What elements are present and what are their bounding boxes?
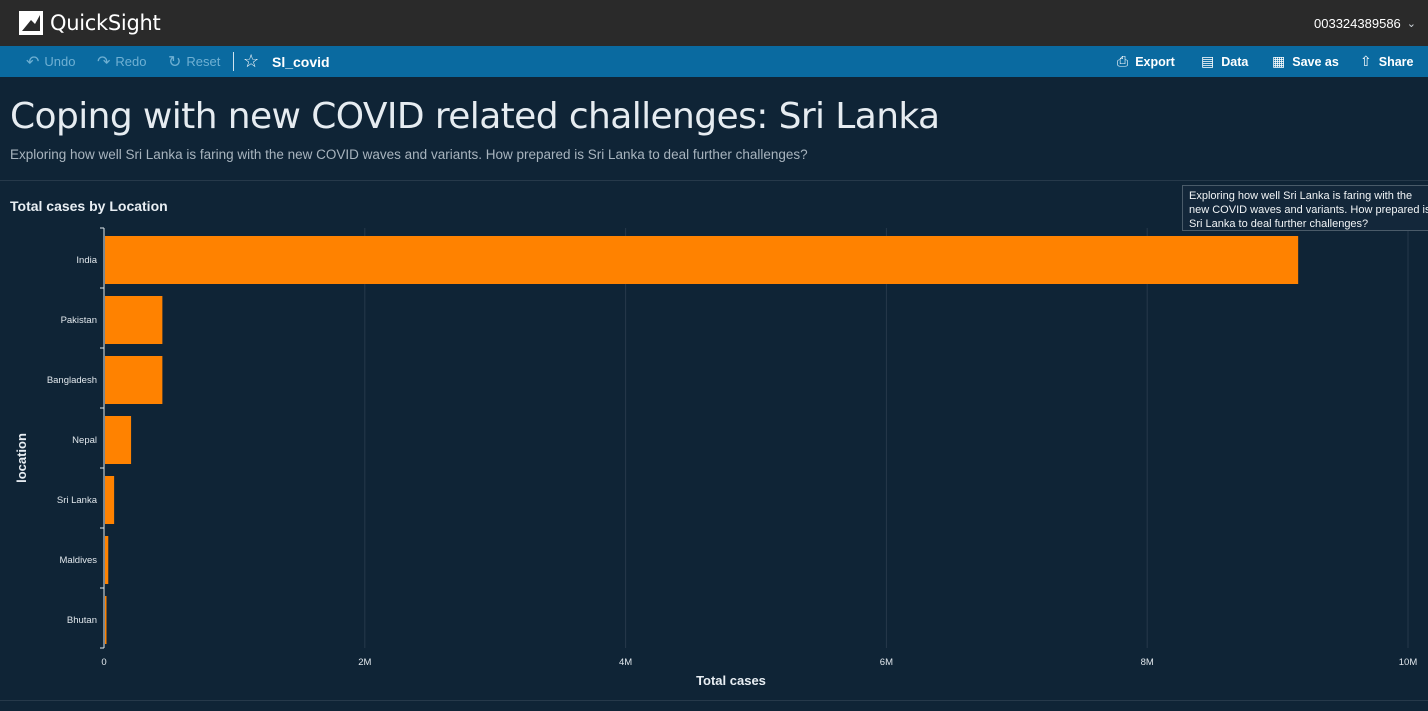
- undo-label: Undo: [44, 54, 76, 69]
- bar-nepal[interactable]: [105, 416, 132, 464]
- y-category-label: Nepal: [72, 435, 97, 446]
- gridlines: [364, 228, 1409, 648]
- redo-icon: ↷: [97, 53, 111, 71]
- app-header: QuickSight 003324389586 ⌄: [0, 0, 1428, 46]
- save-as-label: Save as: [1292, 54, 1339, 69]
- undo-button[interactable]: ↶ Undo: [26, 46, 75, 77]
- reset-icon: ↻: [168, 53, 182, 71]
- y-category-label: Bhutan: [67, 615, 97, 626]
- quicksight-logo[interactable]: QuickSight: [19, 11, 161, 35]
- x-tick-label: 6M: [880, 657, 893, 668]
- y-category-label: Bangladesh: [47, 375, 97, 386]
- toolbar-divider: [233, 52, 234, 71]
- export-button[interactable]: ⎙ Export: [1117, 46, 1175, 77]
- share-label: Share: [1378, 54, 1414, 69]
- y-category-label: India: [76, 255, 97, 266]
- sheet-description: Exploring how well Sri Lanka is faring w…: [10, 147, 808, 162]
- reset-label: Reset: [186, 54, 221, 69]
- save-as-button[interactable]: ▦ Save as: [1272, 46, 1339, 77]
- chevron-down-icon: ⌄: [1406, 17, 1416, 30]
- bar-bhutan[interactable]: [105, 596, 107, 644]
- redo-label: Redo: [115, 54, 147, 69]
- app-name: QuickSight: [50, 11, 161, 35]
- bar-bangladesh[interactable]: [105, 356, 163, 404]
- x-tick-label: 2M: [358, 657, 371, 668]
- x-tick-label: 4M: [619, 657, 632, 668]
- printer-icon: ⎙: [1117, 53, 1129, 69]
- undo-icon: ↶: [26, 53, 40, 71]
- bar-chart-icon: ▦: [1272, 53, 1286, 69]
- y-category-label: Maldives: [60, 555, 98, 566]
- y-category-label: Sri Lanka: [57, 495, 98, 506]
- star-icon[interactable]: ☆: [243, 51, 260, 71]
- analysis-name[interactable]: Sl_covid: [272, 53, 330, 70]
- x-axis-title: Total cases: [696, 673, 766, 688]
- redo-button[interactable]: ↷ Redo: [97, 46, 146, 77]
- bar-sri-lanka[interactable]: [105, 476, 115, 524]
- quicksight-logo-icon: [19, 11, 43, 35]
- y-axis-title: location: [14, 433, 29, 483]
- bar-pakistan[interactable]: [105, 296, 163, 344]
- sheet-divider: [0, 180, 1428, 181]
- account-menu[interactable]: 003324389586 ⌄: [1314, 0, 1416, 46]
- export-label: Export: [1135, 54, 1175, 69]
- data-label: Data: [1221, 54, 1249, 69]
- data-button[interactable]: ▤ Data: [1201, 46, 1248, 77]
- database-icon: ▤: [1201, 53, 1215, 69]
- account-id: 003324389586: [1314, 15, 1401, 31]
- y-category-label: Pakistan: [61, 315, 97, 326]
- analysis-toolbar: ↶ Undo ↷ Redo ↻ Reset ☆ Sl_covid ⎙ Expor…: [0, 46, 1428, 77]
- bars: [105, 236, 1299, 644]
- tooltip: Exploring how well Sri Lanka is faring w…: [1182, 185, 1428, 231]
- visual-title[interactable]: Total cases by Location: [10, 198, 168, 214]
- share-button[interactable]: ⇧ Share: [1360, 46, 1413, 77]
- sheet-title: Coping with new COVID related challenges…: [10, 96, 940, 137]
- reset-button[interactable]: ↻ Reset: [168, 46, 220, 77]
- x-tick-label: 10M: [1399, 657, 1418, 668]
- x-tick-label: 0: [101, 657, 106, 668]
- share-icon: ⇧: [1360, 53, 1372, 69]
- bar-india[interactable]: [105, 236, 1299, 284]
- axes: 0 2M 4M 6M 8M 10M India Pakistan Bangladesh Nepal…: [47, 227, 1418, 668]
- x-tick-label: 8M: [1141, 657, 1154, 668]
- bar-maldives[interactable]: [105, 536, 109, 584]
- visual-bottom-divider: [0, 700, 1428, 701]
